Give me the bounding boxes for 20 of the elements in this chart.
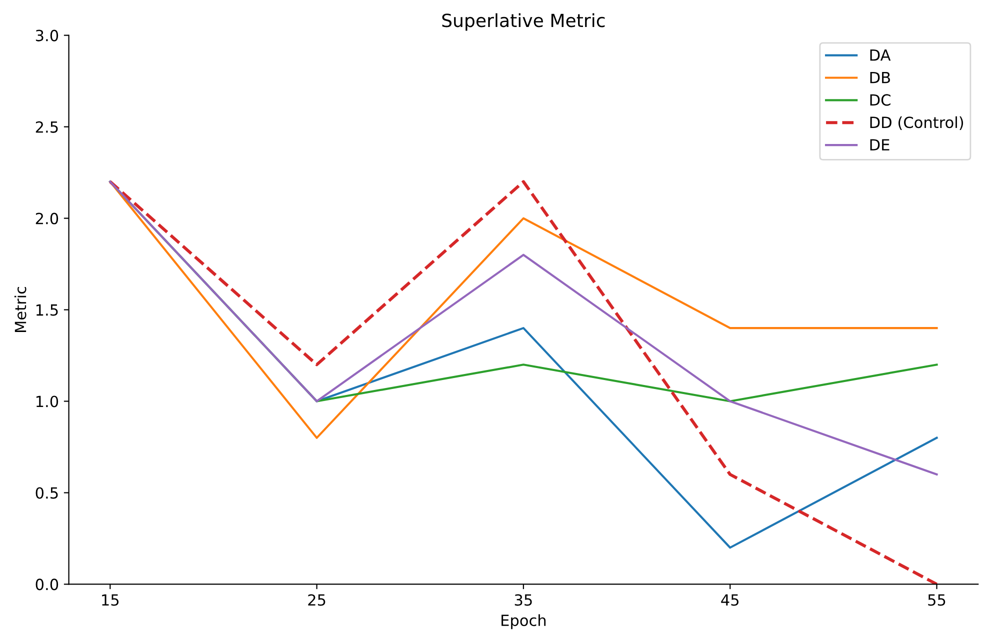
y-tick-label: 1.0 xyxy=(36,396,58,408)
x-tick-label: 25 xyxy=(308,594,326,606)
legend-label: DC xyxy=(870,94,890,106)
legend-label: DA xyxy=(870,50,891,61)
y-tick-label: 3.0 xyxy=(36,30,58,42)
y-tick-label: 0.0 xyxy=(36,578,58,590)
legend-label: DB xyxy=(870,72,890,84)
legend-label: DE xyxy=(870,139,890,150)
y-tick-label: 2.5 xyxy=(36,121,58,133)
y-tick-label: 0.5 xyxy=(36,487,58,499)
x-tick-label: 15 xyxy=(102,594,119,606)
x-tick-label: 35 xyxy=(514,594,532,606)
x-tick-label: 55 xyxy=(928,594,946,606)
chart-title: Superlative Metric xyxy=(442,13,605,31)
x-tick-label: 45 xyxy=(721,594,738,606)
x-axis-title: Epoch xyxy=(502,614,546,630)
legend-label: DD (Control) xyxy=(870,116,964,130)
y-axis-title: Metric xyxy=(14,286,26,332)
y-tick-label: 1.5 xyxy=(36,304,58,316)
y-tick-label: 2.0 xyxy=(36,212,58,224)
